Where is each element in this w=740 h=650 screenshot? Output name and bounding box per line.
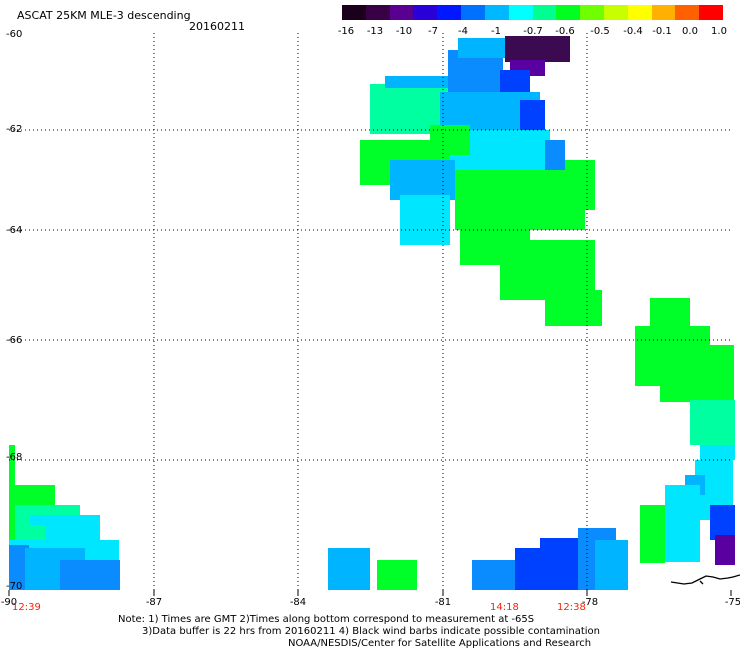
time-label: 12:38 <box>557 602 586 613</box>
scale-label: -0.4 <box>623 26 643 37</box>
scale-label: -0.1 <box>652 26 672 37</box>
lat-label: -64 <box>6 225 22 236</box>
scale-swatch <box>342 5 366 20</box>
scale-label: -4 <box>458 26 468 37</box>
coastline <box>670 574 740 585</box>
scale-label: 0.0 <box>682 26 698 37</box>
note-line-2: 3)Data buffer is 22 hrs from 20160211 4)… <box>142 626 600 637</box>
scale-swatch <box>365 5 390 20</box>
product-date: 20160211 <box>189 20 245 33</box>
swath-cell <box>565 160 595 210</box>
swath-cell <box>660 380 720 402</box>
scale-swatch <box>484 5 509 20</box>
swath-cell <box>710 505 735 540</box>
scale-swatch <box>413 5 438 20</box>
swath-cell <box>377 560 417 590</box>
time-label: 12:39 <box>12 602 41 613</box>
scale-swatch <box>461 5 485 20</box>
lon-label: -78 <box>582 597 598 608</box>
scale-label: -10 <box>395 26 413 37</box>
swath-cell <box>455 170 585 230</box>
scale-swatch <box>675 5 700 20</box>
lat-label: -66 <box>6 335 22 346</box>
lat-label: -60 <box>6 29 22 40</box>
scatterometer-swaths <box>9 36 735 590</box>
lon-label: -81 <box>435 597 451 608</box>
scale-swatch <box>603 5 628 20</box>
swath-cell <box>690 400 735 445</box>
lat-label: -68 <box>6 452 22 463</box>
scale-label: -1 <box>491 26 501 37</box>
lat-label: -70 <box>6 581 22 592</box>
swath-cell <box>710 345 734 400</box>
scale-label: -0.5 <box>590 26 610 37</box>
scale-label: 1.0 <box>711 26 727 37</box>
scale-swatch <box>580 5 604 20</box>
swath-cell <box>472 560 517 590</box>
swath-cell <box>540 538 578 590</box>
product-title: ASCAT 25KM MLE-3 descending <box>17 9 191 22</box>
scale-swatch <box>508 5 533 20</box>
lon-label: -84 <box>290 597 306 608</box>
scale-label: -16 <box>337 26 355 37</box>
swath-cell <box>458 38 508 58</box>
lat-label: -62 <box>6 124 22 135</box>
swath-cell <box>665 485 700 562</box>
swath-cell <box>505 36 570 62</box>
scale-swatch <box>389 5 414 20</box>
scale-swatch <box>437 5 462 20</box>
swath-cell <box>60 560 120 590</box>
scale-swatch <box>532 5 557 20</box>
swath-cell <box>715 535 735 565</box>
note-line-3: NOAA/NESDIS/Center for Satellite Applica… <box>288 638 592 649</box>
swath-cell <box>328 548 370 590</box>
color-scale-bar <box>342 5 723 20</box>
lat-lon-grid <box>9 33 731 590</box>
swath-cell <box>545 140 565 170</box>
scale-label: -13 <box>366 26 384 37</box>
swath-cell <box>635 326 710 386</box>
scale-swatch <box>699 5 723 20</box>
scale-label: -7 <box>428 26 438 37</box>
swath-cell <box>640 505 665 563</box>
lon-label: -90 <box>1 597 17 608</box>
axis-ticks <box>8 590 732 596</box>
scale-label: -0.6 <box>555 26 575 37</box>
color-scale-labels: -16 -13 -10 -7 -4 -1 -0.7 -0.6 -0.5 -0.4… <box>0 26 740 40</box>
swath-cell <box>9 445 15 545</box>
scale-swatch <box>651 5 676 20</box>
swath-cell <box>385 76 455 88</box>
swath-cell <box>9 545 29 590</box>
swath-cell <box>545 290 602 326</box>
swath-cell <box>390 160 455 200</box>
note-line-1: Note: 1) Times are GMT 2)Times along bot… <box>118 614 535 625</box>
time-label: 14:18 <box>490 602 519 613</box>
coastline-fragment <box>699 580 704 585</box>
swath-cell <box>700 445 735 460</box>
scale-label: -0.7 <box>523 26 543 37</box>
scale-swatch <box>556 5 581 20</box>
lon-label: -75 <box>725 597 740 608</box>
lon-label: -87 <box>146 597 162 608</box>
swath-cell <box>595 540 628 590</box>
swath-cell <box>400 195 450 245</box>
scale-swatch <box>627 5 652 20</box>
